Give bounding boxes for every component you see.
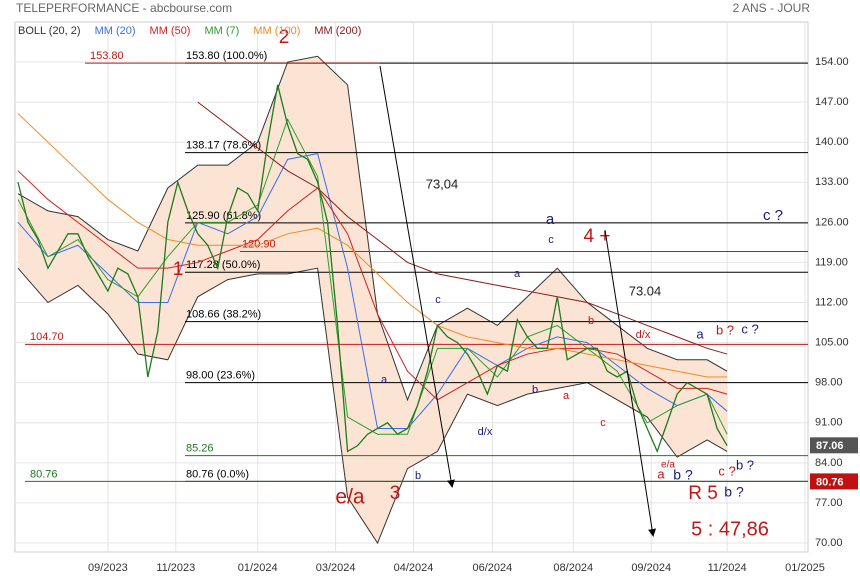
annotation: 1 xyxy=(173,259,184,280)
y-tick-label: 133.00 xyxy=(815,176,849,188)
legend-label: MM (7) xyxy=(204,25,239,37)
annotation: b xyxy=(415,470,421,482)
price-badge-label: 87.06 xyxy=(816,440,844,452)
x-tick-label: 01/2024 xyxy=(238,562,278,574)
y-tick-label: 84.00 xyxy=(815,457,843,469)
annotation: a xyxy=(546,211,555,228)
legend-label: MM (100) xyxy=(253,25,300,37)
legend-label: MM (200) xyxy=(314,25,361,37)
annotation: 73,04 xyxy=(426,176,459,191)
price-badge xyxy=(810,473,858,490)
plot: 153.80 (100.0%) 138.17 (78.6%) 125.90 (61.… xyxy=(17,50,858,545)
y-tick-label: 154.00 xyxy=(815,56,849,68)
annotation: a xyxy=(514,268,521,280)
annotation: c ? xyxy=(763,207,783,224)
annotation: 5 : 47,86 xyxy=(691,518,769,540)
annotation: a xyxy=(657,466,665,481)
annotation: d/x xyxy=(636,329,651,341)
moving-average xyxy=(17,113,728,378)
annotation: 2 xyxy=(279,27,290,48)
x-tick-label: 09/2024 xyxy=(631,562,671,574)
level-label: 80.76 (0.0%) xyxy=(186,468,249,480)
chart-title: TELEPERFORMANCE - abcbourse.com xyxy=(16,1,232,15)
level-label: 80.76 xyxy=(30,468,58,480)
price-badge-label: 80.76 xyxy=(816,476,844,488)
annotation: c xyxy=(600,417,606,429)
annotation: c ? xyxy=(718,463,735,478)
level-label: 117.28 (50.0%) xyxy=(186,259,260,271)
level-label: 138.17 (78.6%) xyxy=(186,140,261,152)
annotation: 73.04 xyxy=(629,283,662,298)
level-label: 108.66 (38.2%) xyxy=(186,309,261,321)
level-label: 104.70 xyxy=(30,331,64,343)
annotation: 3 xyxy=(390,483,401,504)
x-tick-label: 09/2023 xyxy=(88,562,128,574)
level-label: 98.00 (23.6%) xyxy=(186,370,255,382)
y-tick-label: 126.00 xyxy=(815,216,849,228)
level-label: 85.26 xyxy=(186,443,214,455)
annotation: e/a xyxy=(335,486,365,509)
y-tick-label: 119.00 xyxy=(815,256,848,268)
y-tick-label: 70.00 xyxy=(815,537,843,549)
x-tick-label: 06/2024 xyxy=(473,562,513,574)
annotation: b ? xyxy=(724,484,744,500)
legend-label: MM (20) xyxy=(95,25,136,37)
level-label: 153.80 (100.0%) xyxy=(186,50,267,62)
y-tick-label: 140.00 xyxy=(815,136,849,148)
annotation: b xyxy=(532,384,538,396)
x-tick-label: 01/2025 xyxy=(785,562,825,574)
chart-subtitle: 2 ANS - JOUR xyxy=(733,1,811,15)
annotation: e/a xyxy=(661,460,675,471)
annotation: b ? xyxy=(736,457,754,472)
arrow xyxy=(604,229,657,537)
price-line xyxy=(17,84,728,454)
annotations: 2 73,04 a c 4 + c ? 73.04 1 e/a 3 a b c … xyxy=(173,27,783,540)
annotation: R 5 xyxy=(688,483,718,504)
legend-label: MM (50) xyxy=(150,25,191,37)
x-tick-label: 03/2024 xyxy=(316,562,356,574)
annotation: d/x xyxy=(478,426,493,438)
arrow xyxy=(379,65,455,488)
y-tick-label: 98.00 xyxy=(815,377,843,389)
level-label: 125.90 (61.8%) xyxy=(186,210,261,222)
y-tick-label: 112.00 xyxy=(815,296,848,308)
legend: BOLL (20, 2) MM (20) MM (50) MM (7) MM (100)… xyxy=(18,25,361,37)
y-tick-label: 91.00 xyxy=(815,417,843,429)
annotation: a xyxy=(696,326,704,341)
annotation: c xyxy=(548,234,554,246)
moving-average xyxy=(17,170,728,401)
annotation: 4 + xyxy=(584,226,611,247)
annotation: c ? xyxy=(741,321,758,336)
x-tick-label: 11/2023 xyxy=(156,562,195,574)
annotation: c xyxy=(435,294,441,306)
x-tick-label: 04/2024 xyxy=(394,562,434,574)
annotation: b ? xyxy=(673,467,693,483)
annotation: b ? xyxy=(716,322,734,337)
level-label: 153.80 xyxy=(90,50,124,62)
bollinger-lower xyxy=(17,267,728,545)
y-tick-label: 105.00 xyxy=(815,337,849,349)
y-tick-label: 147.00 xyxy=(815,96,849,108)
legend-label: BOLL (20, 2) xyxy=(18,25,81,37)
price-badge xyxy=(810,437,858,454)
annotation: a xyxy=(381,374,388,386)
moving-average xyxy=(197,101,728,355)
annotation: a xyxy=(563,390,570,402)
x-tick-label: 08/2024 xyxy=(553,562,593,574)
y-tick-label: 77.00 xyxy=(815,497,843,509)
annotation: b xyxy=(588,315,594,327)
x-tick-label: 11/2024 xyxy=(708,562,747,574)
